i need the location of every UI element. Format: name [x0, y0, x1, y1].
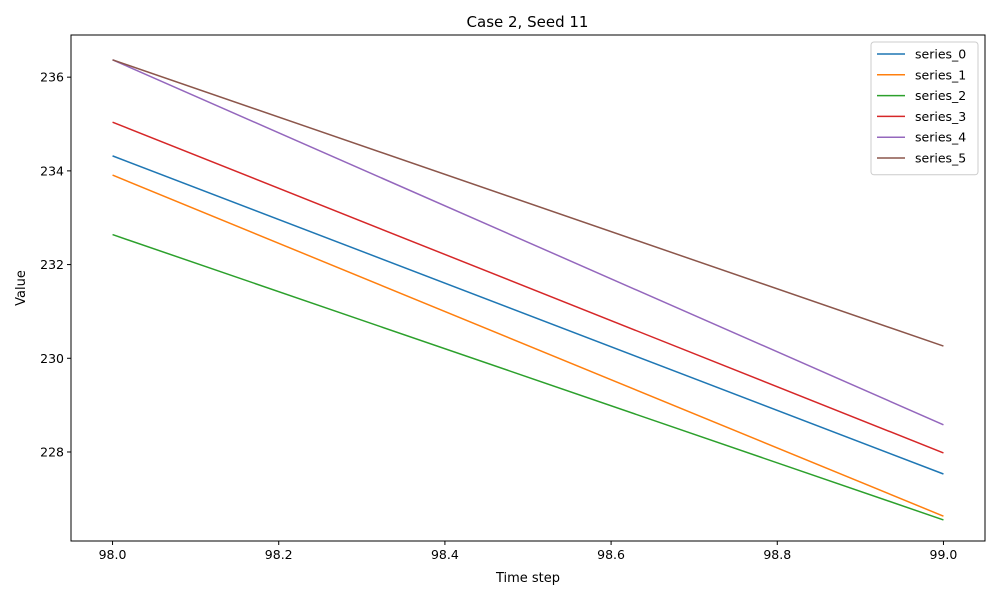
y-axis-label: Value [14, 270, 29, 306]
y-tick-label: 230 [40, 351, 64, 366]
legend-label-5: series_5 [915, 151, 966, 166]
series-line-2 [112, 233, 944, 521]
y-tick-label: 234 [40, 163, 64, 178]
y-tick-label: 232 [40, 257, 64, 272]
plot-frame [70, 34, 986, 542]
x-tick-label: 99.0 [930, 547, 958, 562]
x-axis: 98.0 98.2 98.4 98.6 98.8 99.0 [99, 541, 958, 562]
y-tick-label: 228 [40, 444, 64, 459]
x-tick-label: 98.0 [99, 547, 127, 562]
series-line-1 [112, 174, 944, 517]
series-line-4 [112, 59, 944, 426]
chart-title: Case 2, Seed 11 [467, 13, 589, 31]
series-line-0 [112, 155, 944, 475]
legend: series_0 series_1 series_2 series_3 series_4… [870, 41, 979, 176]
y-axis: 228 230 232 234 236 [40, 70, 71, 459]
x-axis-label: Time step [495, 571, 560, 586]
x-tick-label: 98.4 [431, 547, 459, 562]
x-tick-label: 98.6 [597, 547, 625, 562]
series-line-3 [112, 121, 944, 454]
legend-label-4: series_4 [915, 130, 966, 145]
series-line-5 [112, 59, 944, 347]
x-tick-label: 98.8 [763, 547, 791, 562]
legend-label-0: series_0 [915, 47, 966, 62]
plot-area [112, 59, 944, 521]
legend-label-1: series_1 [915, 67, 966, 82]
y-tick-label: 236 [40, 70, 64, 85]
legend-label-3: series_3 [915, 109, 966, 124]
x-tick-label: 98.2 [265, 547, 293, 562]
legend-label-2: series_2 [915, 88, 966, 103]
